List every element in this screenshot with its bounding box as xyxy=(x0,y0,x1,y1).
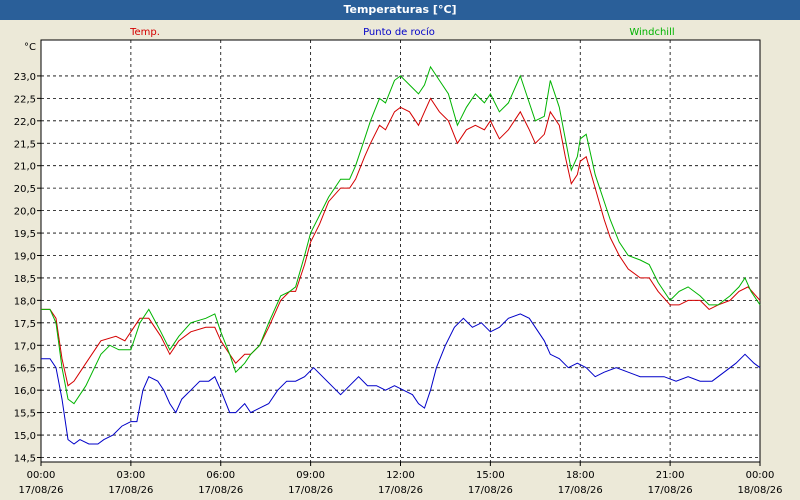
y-tick-label: 20,0 xyxy=(14,207,36,218)
grid-lines xyxy=(41,40,760,462)
y-tick-label: 19,5 xyxy=(14,229,36,240)
y-tick-label: 21,0 xyxy=(14,162,36,173)
x-tick-date: 17/08/26 xyxy=(108,485,153,496)
y-tick-label: 18,5 xyxy=(14,274,36,285)
x-tick-date: 17/08/26 xyxy=(19,485,64,496)
x-axis-ticks: 00:00 17/08/26 03:00 17/08/26 06:00 17/08/26 0… xyxy=(19,462,783,496)
x-tick-date: 17/08/26 xyxy=(648,485,693,496)
y-tick-label: 19,0 xyxy=(14,251,36,262)
y-tick-label: 14,5 xyxy=(14,454,36,465)
chart-title: Temperaturas [°C] xyxy=(0,0,800,20)
x-tick-time: 12:00 xyxy=(386,470,415,481)
x-tick-time: 06:00 xyxy=(206,470,235,481)
y-axis-unit: °C xyxy=(24,42,36,53)
legend-windchill: Windchill xyxy=(629,27,674,38)
dew-point-series-line xyxy=(41,313,761,445)
y-tick-label: 18,0 xyxy=(14,296,36,307)
y-tick-label: 15,5 xyxy=(14,409,36,420)
y-tick-label: 22,0 xyxy=(14,117,36,128)
y-tick-label: 17,0 xyxy=(14,341,36,352)
y-tick-label: 16,0 xyxy=(14,386,36,397)
y-tick-label: 21,5 xyxy=(14,139,36,150)
x-tick-date: 17/08/26 xyxy=(378,485,423,496)
y-tick-label: 15,0 xyxy=(14,431,36,442)
x-tick-date: 18/08/26 xyxy=(738,485,783,496)
y-tick-label: 17,5 xyxy=(14,319,36,330)
y-tick-label: 20,5 xyxy=(14,184,36,195)
x-tick-date: 17/08/26 xyxy=(198,485,243,496)
x-tick-date: 17/08/26 xyxy=(288,485,333,496)
x-tick-time: 18:00 xyxy=(566,470,595,481)
x-tick-date: 17/08/26 xyxy=(468,485,513,496)
x-tick-date: 17/08/26 xyxy=(558,485,603,496)
windchill-series-line xyxy=(41,65,761,405)
y-axis-ticks: 23,0 22,5 22,0 21,5 21,0 20,5 20,0 19,5 19,0 18,5… xyxy=(14,72,41,465)
x-tick-time: 15:00 xyxy=(476,470,505,481)
legend-temp: Temp. xyxy=(129,27,160,38)
temp-series-line xyxy=(41,97,761,387)
y-tick-label: 23,0 xyxy=(14,72,36,83)
x-tick-time: 00:00 xyxy=(746,470,775,481)
series-layer xyxy=(41,65,761,445)
x-tick-time: 21:00 xyxy=(656,470,685,481)
x-tick-time: 00:00 xyxy=(27,470,56,481)
x-tick-time: 09:00 xyxy=(296,470,325,481)
legend-dew-point: Punto de rocío xyxy=(363,26,435,38)
y-tick-label: 16,5 xyxy=(14,364,36,375)
y-tick-label: 22,5 xyxy=(14,94,36,105)
chart-area: 23,0 22,5 22,0 21,5 21,0 20,5 20,0 19,5 19,0 18,5… xyxy=(0,20,800,500)
x-tick-time: 03:00 xyxy=(116,470,145,481)
